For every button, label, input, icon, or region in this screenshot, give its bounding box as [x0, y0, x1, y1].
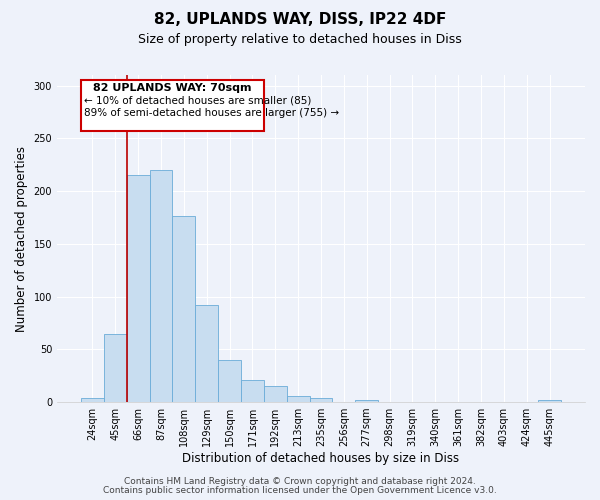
Bar [287, 396, 310, 402]
Bar [310, 398, 332, 402]
Bar [127, 175, 149, 402]
X-axis label: Distribution of detached houses by size in Diss: Distribution of detached houses by size … [182, 452, 460, 465]
Bar [538, 400, 561, 402]
Bar [81, 398, 104, 402]
Text: Contains HM Land Registry data © Crown copyright and database right 2024.: Contains HM Land Registry data © Crown c… [124, 477, 476, 486]
Text: 89% of semi-detached houses are larger (755) →: 89% of semi-detached houses are larger (… [85, 108, 340, 118]
Text: ← 10% of detached houses are smaller (85): ← 10% of detached houses are smaller (85… [85, 95, 312, 105]
Bar [355, 400, 378, 402]
Text: 82, UPLANDS WAY, DISS, IP22 4DF: 82, UPLANDS WAY, DISS, IP22 4DF [154, 12, 446, 28]
FancyBboxPatch shape [81, 80, 264, 131]
Bar [218, 360, 241, 402]
Bar [172, 216, 196, 402]
Text: 82 UPLANDS WAY: 70sqm: 82 UPLANDS WAY: 70sqm [93, 84, 252, 94]
Bar [196, 305, 218, 402]
Bar [149, 170, 172, 402]
Bar [104, 334, 127, 402]
Y-axis label: Number of detached properties: Number of detached properties [15, 146, 28, 332]
Bar [241, 380, 264, 402]
Text: Size of property relative to detached houses in Diss: Size of property relative to detached ho… [138, 32, 462, 46]
Text: Contains public sector information licensed under the Open Government Licence v3: Contains public sector information licen… [103, 486, 497, 495]
Bar [264, 386, 287, 402]
